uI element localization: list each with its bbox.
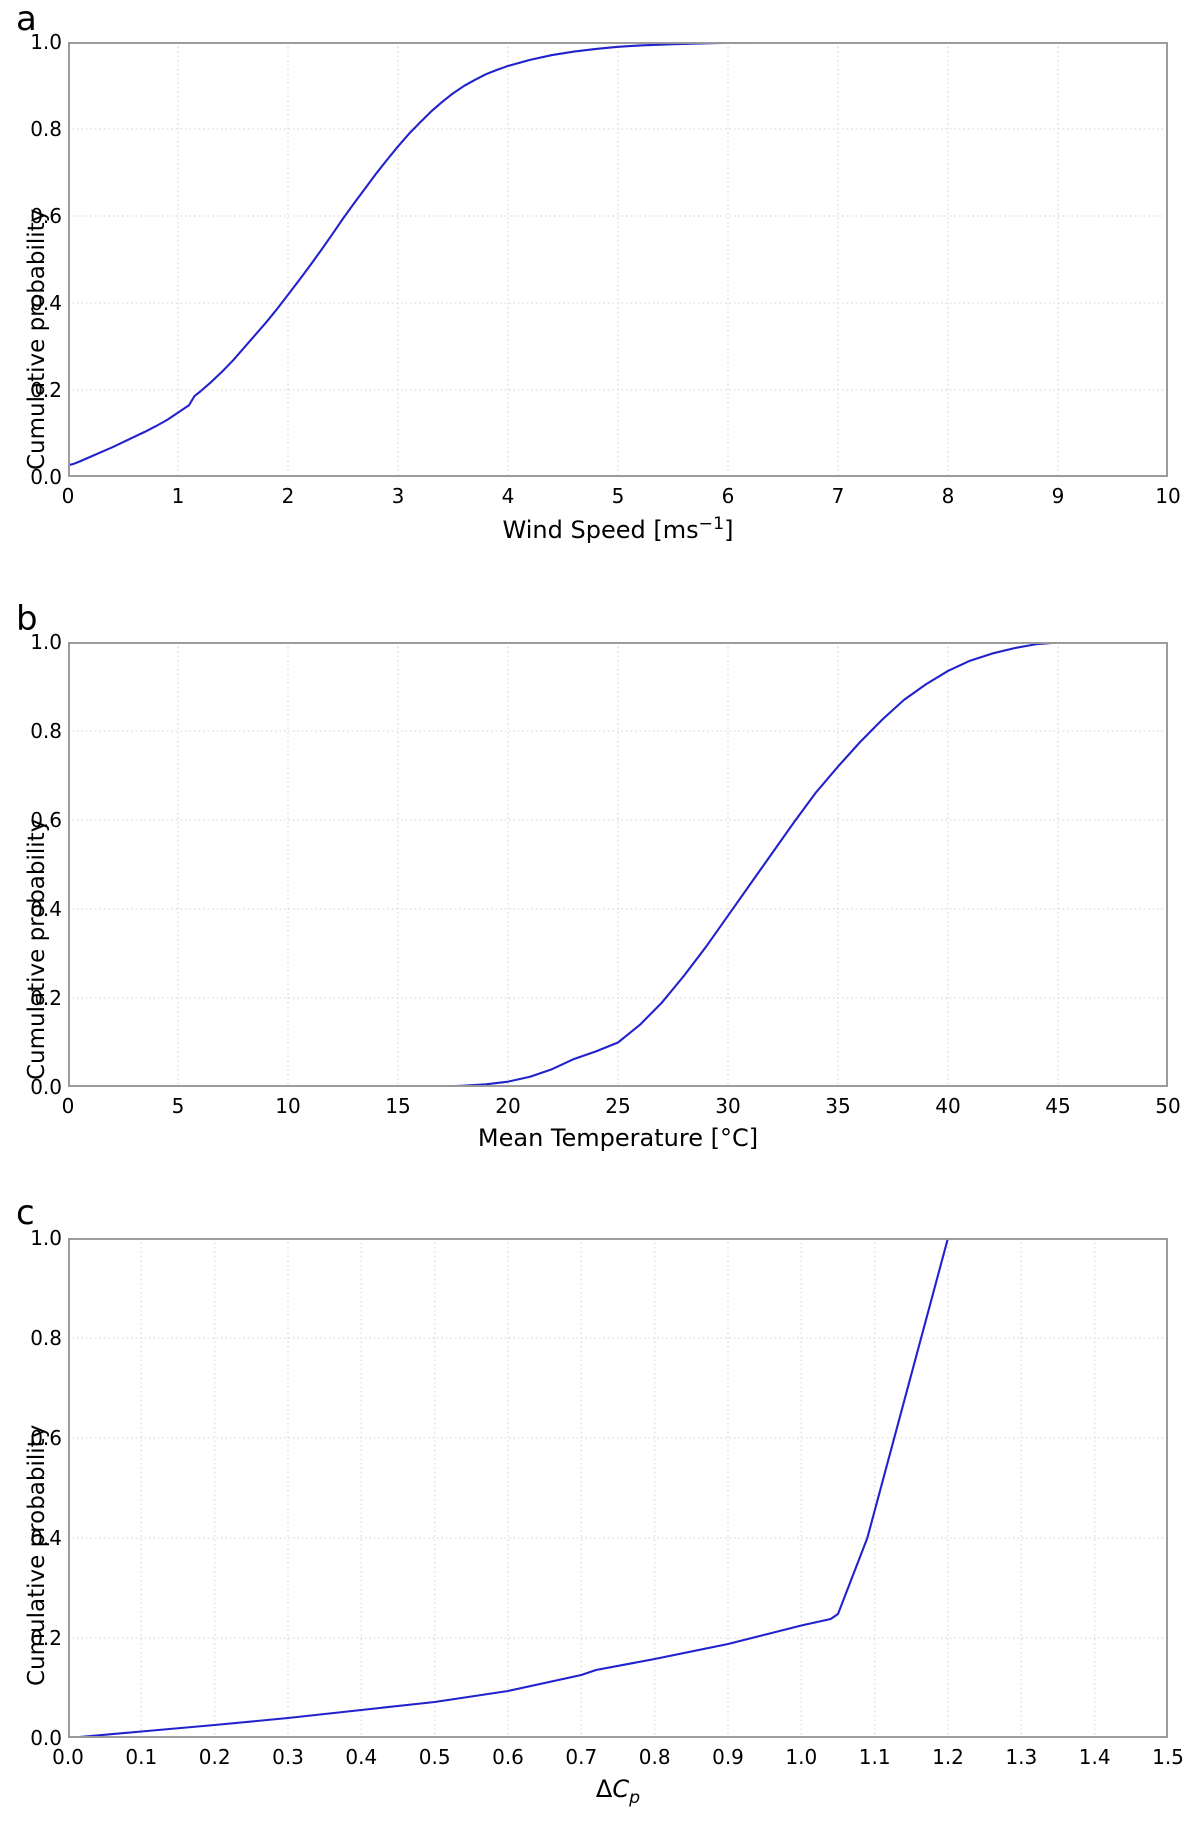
panel-c: c Cumulative probability 1.0 0.8 0.6 0.4… xyxy=(0,1196,1200,1835)
panel-b-label: b xyxy=(16,599,38,639)
xtick: 0.8 xyxy=(638,1745,671,1769)
xtick: 5 xyxy=(171,1094,185,1118)
xtick: 1.1 xyxy=(858,1745,891,1769)
xtick: 10 xyxy=(275,1094,301,1118)
xtick: 35 xyxy=(825,1094,851,1118)
xtick: 3 xyxy=(391,484,405,508)
xtick: 0.3 xyxy=(272,1745,304,1769)
series-line-0 xyxy=(418,642,1168,1087)
xtick: 0.9 xyxy=(712,1745,744,1769)
panel-b-axes xyxy=(68,642,1168,1087)
ytick: 0.0 xyxy=(30,1726,62,1750)
axes-frame xyxy=(68,42,1168,477)
xtick: 6 xyxy=(721,484,735,508)
xtick: 1.2 xyxy=(932,1745,964,1769)
ytick: 0.0 xyxy=(30,465,62,489)
axes-frame xyxy=(68,1238,1168,1738)
panel-a-xlabel: Wind Speed [ms−1] xyxy=(502,514,734,544)
grid-lines xyxy=(68,1238,1168,1738)
xtick: 0 xyxy=(61,1094,75,1118)
xtick: 30 xyxy=(715,1094,741,1118)
xtick: 0.1 xyxy=(125,1745,158,1769)
ytick: 1.0 xyxy=(30,30,62,54)
xtick: 5 xyxy=(611,484,625,508)
panel-c-xlabel: ΔCp xyxy=(595,1775,641,1808)
panel-a-xticks: 0 1 2 3 4 5 6 7 8 9 10 xyxy=(62,484,1181,514)
axes-frame xyxy=(68,642,1168,1087)
panel-b: b Cumulative probability 1.0 0.8 0.6 0.4… xyxy=(0,600,1200,1210)
ytick: 0.2 xyxy=(30,1626,62,1650)
xtick: 15 xyxy=(385,1094,411,1118)
panel-c-xticks: 0.0 0.1 0.2 0.3 0.4 0.5 0.6 0.7 0.8 0.9 … xyxy=(52,1745,1184,1775)
ytick: 0.0 xyxy=(30,1075,62,1099)
panel-b-xticks: 0 5 10 15 20 25 30 35 40 45 50 xyxy=(62,1094,1181,1124)
xtick: 0.2 xyxy=(198,1745,231,1769)
ytick: 0.6 xyxy=(30,204,62,228)
xtick: 50 xyxy=(1155,1094,1181,1118)
ytick: 0.2 xyxy=(30,986,62,1010)
ytick: 0.6 xyxy=(30,1426,62,1450)
panel-b-plot xyxy=(68,642,1168,1087)
xtick: 1.0 xyxy=(785,1745,818,1769)
ytick: 0.4 xyxy=(30,897,62,921)
xtick: 20 xyxy=(495,1094,521,1118)
ytick: 0.6 xyxy=(30,808,62,832)
xtick: 9 xyxy=(1051,484,1065,508)
xtick: 40 xyxy=(935,1094,961,1118)
series-line-0 xyxy=(68,1238,1168,1738)
xtick: 0.4 xyxy=(345,1745,378,1769)
ytick: 0.2 xyxy=(30,378,62,402)
xtick: 4 xyxy=(501,484,515,508)
xtick: 1.3 xyxy=(1005,1745,1038,1769)
panel-c-label: c xyxy=(16,1193,35,1233)
xtick: 1.4 xyxy=(1078,1745,1111,1769)
xtick: 1 xyxy=(171,484,185,508)
ytick: 0.8 xyxy=(30,117,62,141)
xtick: 8 xyxy=(941,484,955,508)
ytick: 0.4 xyxy=(30,291,62,315)
ytick: 0.8 xyxy=(30,1326,62,1350)
xtick: 0.7 xyxy=(565,1745,598,1769)
ytick: 1.0 xyxy=(30,630,62,654)
xtick: 1.5 xyxy=(1152,1745,1184,1769)
panel-c-axes xyxy=(68,1238,1168,1738)
panel-c-plot xyxy=(68,1238,1168,1738)
panel-a: a Cumulative probability 1.0 0.8 0.6 0.4… xyxy=(0,0,1200,600)
xtick: 7 xyxy=(831,484,845,508)
panel-b-xlabel: Mean Temperature [°C] xyxy=(477,1124,759,1152)
grid-lines xyxy=(68,42,1168,477)
xtick: 25 xyxy=(605,1094,631,1118)
panel-c-yticks: 1.0 0.8 0.6 0.4 0.2 0.0 xyxy=(0,1196,62,1756)
xtick: 0.0 xyxy=(52,1745,84,1769)
xtick: 10 xyxy=(1155,484,1181,508)
ytick: 0.8 xyxy=(30,719,62,743)
panel-b-yticks: 1.0 0.8 0.6 0.4 0.2 0.0 xyxy=(0,600,62,1150)
series-line-0 xyxy=(68,42,1168,467)
ytick: 0.4 xyxy=(30,1526,62,1550)
xtick: 0.5 xyxy=(418,1745,451,1769)
grid-lines xyxy=(68,642,1168,1087)
panel-a-plot xyxy=(68,42,1168,477)
xtick: 2 xyxy=(281,484,295,508)
xtick: 0.6 xyxy=(492,1745,524,1769)
xtick: 0 xyxy=(61,484,75,508)
panel-a-label: a xyxy=(16,0,37,39)
panel-a-axes xyxy=(68,42,1168,477)
ytick: 1.0 xyxy=(30,1226,62,1250)
xtick: 45 xyxy=(1045,1094,1071,1118)
panel-a-yticks: 1.0 0.8 0.6 0.4 0.2 0.0 xyxy=(0,0,62,540)
